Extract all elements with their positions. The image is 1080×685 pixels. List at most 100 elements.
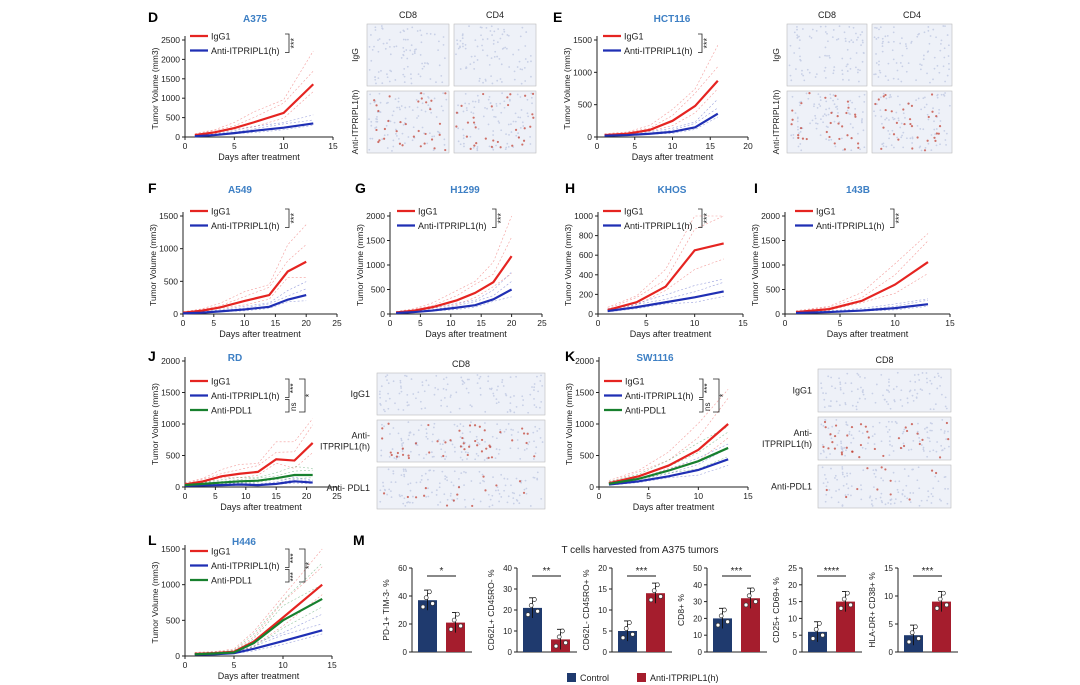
ihc-texture <box>927 118 930 121</box>
ihc-stain <box>904 426 907 429</box>
bar-point-2-0-3 <box>630 632 635 637</box>
ihc-texture <box>374 26 377 29</box>
ihc-texture <box>916 124 919 127</box>
ihc-texture <box>858 430 861 433</box>
ihc-texture <box>378 38 381 40</box>
y-tick-label-G-2: 1000 <box>366 260 385 270</box>
ihc-texture <box>494 116 497 118</box>
ihc-texture <box>445 376 448 379</box>
ihc-texture <box>391 448 394 450</box>
ihc-stain <box>430 138 434 141</box>
ihc-texture <box>905 484 908 487</box>
ihc-stain <box>874 102 877 106</box>
ihc-texture <box>404 468 407 471</box>
ihc-texture <box>886 34 889 37</box>
ihc-texture <box>893 400 896 403</box>
ihc-stain <box>455 111 459 114</box>
ihc-texture <box>440 455 443 458</box>
ihc-texture <box>522 125 525 127</box>
ihc-texture <box>536 430 539 432</box>
ihc-texture <box>403 473 406 476</box>
bar-point-0-1-2 <box>455 611 460 617</box>
ihc-stain <box>492 139 495 142</box>
ihc-stain <box>428 451 431 454</box>
ihc-texture <box>859 69 861 72</box>
ihc-stain <box>424 132 427 136</box>
chart-title-G: H1299 <box>450 185 480 196</box>
ihc-texture <box>925 377 928 380</box>
ihc-texture <box>798 35 800 38</box>
ihc-texture <box>429 78 432 80</box>
ihc-texture <box>510 434 513 436</box>
bar-legend-label-anti: Anti-ITPRIPL1(h) <box>650 673 719 683</box>
ihc-texture <box>368 68 371 71</box>
y-tick-label-G-1: 500 <box>371 285 385 295</box>
ihc-texture <box>490 75 492 78</box>
ihc-texture <box>459 456 462 459</box>
ihc-texture <box>813 105 815 108</box>
ihc-texture <box>421 384 424 387</box>
ihc-texture <box>945 132 948 135</box>
ihc-texture <box>520 109 523 111</box>
ihc-texture <box>896 136 899 139</box>
ihc-texture <box>386 76 389 79</box>
ihc-texture <box>873 443 876 445</box>
ihc-texture <box>535 406 538 409</box>
ihc-stain <box>466 121 470 124</box>
ihc-texture <box>885 389 888 391</box>
trace-J-2-1 <box>184 469 313 485</box>
panel-letter-K: K <box>565 348 575 364</box>
ihc-texture <box>431 440 434 443</box>
ihc-stain <box>473 424 477 427</box>
bar-point-0-0-0 <box>420 604 426 610</box>
ihc-texture <box>510 484 512 487</box>
ihc-texture <box>495 398 498 401</box>
ihc-texture <box>943 130 946 132</box>
ihc-texture <box>864 377 866 379</box>
ihc-texture <box>401 444 404 447</box>
ihc-stain <box>469 147 472 150</box>
ihc-stain <box>429 108 432 111</box>
ihc-texture <box>811 119 814 122</box>
ihc-texture <box>871 499 873 502</box>
ihc-texture <box>922 448 925 451</box>
bar-y-tick-label-4-1: 5 <box>793 631 798 640</box>
ihc-texture <box>478 77 481 80</box>
ihc-texture <box>815 30 818 32</box>
ihc-texture <box>830 385 833 388</box>
ihc-stain <box>882 95 885 98</box>
ihc-texture <box>906 397 909 400</box>
ihc-texture <box>525 447 528 450</box>
ihc-texture <box>909 492 912 494</box>
ihc-stain <box>383 127 386 131</box>
ihc-texture <box>860 386 862 389</box>
ihc-texture <box>944 25 946 28</box>
ihc-texture <box>501 33 504 36</box>
ihc-texture <box>852 437 855 440</box>
ihc-texture <box>526 61 529 63</box>
ihc-texture <box>409 49 412 52</box>
ihc-texture <box>910 40 913 43</box>
ihc-stain <box>390 453 393 457</box>
ihc-texture <box>419 75 422 78</box>
ihc-texture <box>887 62 890 65</box>
x-tick-label-D-3: 15 <box>328 141 338 151</box>
ihc-texture <box>541 441 544 443</box>
ihc-texture <box>398 455 400 458</box>
ihc-texture <box>519 35 522 38</box>
ihc-stain <box>532 116 535 119</box>
ihc-texture <box>431 455 434 458</box>
ihc-texture <box>848 433 851 435</box>
panel-letter-M: M <box>353 532 365 548</box>
ihc-texture <box>464 506 467 508</box>
ihc-texture <box>389 120 392 123</box>
ihc-texture <box>504 484 507 487</box>
y-tick-label-D-3: 1500 <box>161 74 180 84</box>
bar-y-tick-label-2-4: 20 <box>598 564 607 573</box>
ihc-texture <box>901 405 904 407</box>
ihc-texture <box>493 55 496 58</box>
ihc-stain <box>797 136 800 139</box>
chart-title-J: RD <box>228 353 242 364</box>
ihc-texture <box>820 382 822 385</box>
ihc-stain <box>478 425 481 428</box>
